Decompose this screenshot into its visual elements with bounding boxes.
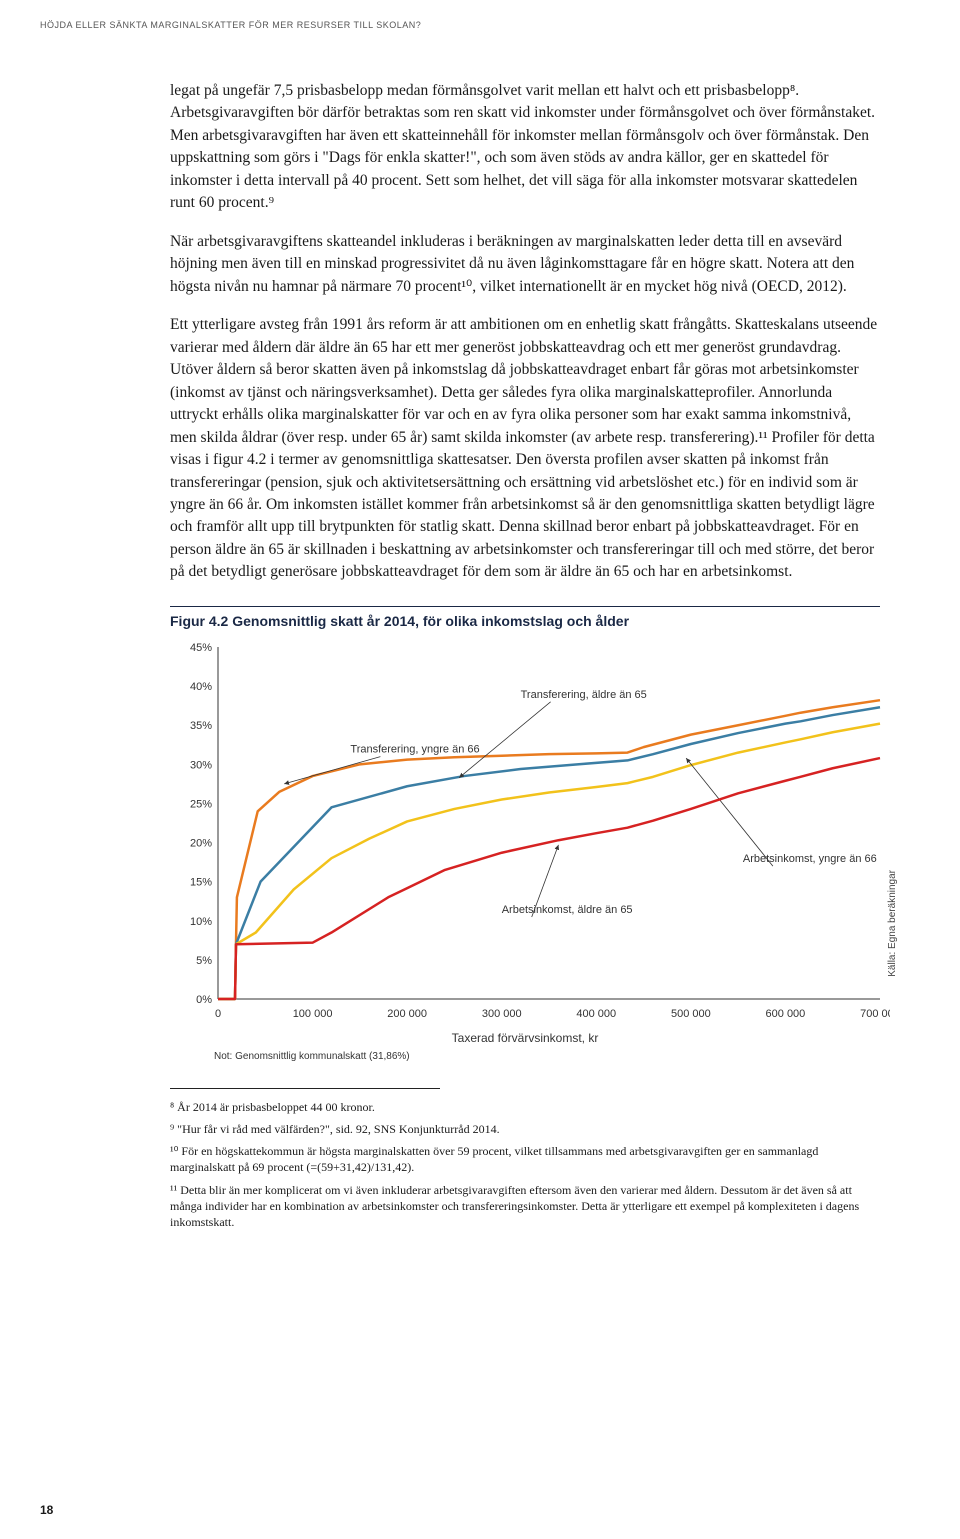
svg-text:0%: 0%: [196, 994, 212, 1006]
svg-text:15%: 15%: [190, 877, 212, 889]
page-number: 18: [40, 1503, 53, 1517]
main-content: legat på ungefär 7,5 prisbasbelopp medan…: [0, 30, 960, 1230]
svg-text:10%: 10%: [190, 916, 212, 928]
svg-text:100 000: 100 000: [293, 1008, 333, 1020]
running-header: HÖJDA ELLER SÄNKTA MARGINALSKATTER FÖR M…: [0, 0, 960, 30]
svg-text:200 000: 200 000: [387, 1008, 427, 1020]
paragraph-3: Ett ytterligare avsteg från 1991 års ref…: [170, 314, 880, 584]
svg-text:Transferering, yngre än 66: Transferering, yngre än 66: [350, 743, 479, 755]
footnote-10: ¹⁰ För en högskattekommun är högsta marg…: [170, 1143, 880, 1175]
figure-4-2-chart: 0% 5% 10% 15% 20% 25% 30% 35% 40% 45% 0 100 000 200 …: [170, 637, 880, 1027]
footnote-8: ⁸ År 2014 är prisbasbeloppet 44 00 krono…: [170, 1099, 880, 1115]
svg-text:30%: 30%: [190, 759, 212, 771]
chart-source: Källa: Egna beräkningar: [887, 870, 898, 977]
footnote-9: ⁹ "Hur får vi råd med välfärden?", sid. …: [170, 1121, 880, 1137]
svg-text:Arbetsinkomst, yngre än 66: Arbetsinkomst, yngre än 66: [743, 853, 877, 865]
svg-text:Arbetsinkomst, äldre än 65: Arbetsinkomst, äldre än 65: [502, 904, 633, 916]
svg-text:35%: 35%: [190, 720, 212, 732]
footnote-11: ¹¹ Detta blir än mer komplicerat om vi ä…: [170, 1182, 880, 1231]
svg-text:400 000: 400 000: [576, 1008, 616, 1020]
svg-text:600 000: 600 000: [766, 1008, 806, 1020]
svg-text:25%: 25%: [190, 798, 212, 810]
svg-text:Transferering, äldre än 65: Transferering, äldre än 65: [521, 689, 647, 701]
footnotes: ⁸ År 2014 är prisbasbeloppet 44 00 krono…: [170, 1099, 880, 1230]
svg-text:500 000: 500 000: [671, 1008, 711, 1020]
paragraph-1: legat på ungefär 7,5 prisbasbelopp medan…: [170, 80, 880, 215]
footnote-rule: [170, 1088, 440, 1099]
chart-note: Not: Genomsnittlig kommunalskatt (31,86%…: [170, 1051, 880, 1062]
svg-text:45%: 45%: [190, 642, 212, 654]
paragraph-2: När arbetsgivaravgiftens skatteandel ink…: [170, 231, 880, 298]
svg-text:300 000: 300 000: [482, 1008, 522, 1020]
svg-text:40%: 40%: [190, 681, 212, 693]
svg-text:700 000: 700 000: [860, 1008, 890, 1020]
svg-text:20%: 20%: [190, 837, 212, 849]
svg-text:0: 0: [215, 1008, 221, 1020]
svg-text:5%: 5%: [196, 955, 212, 967]
figure-title: Figur 4.2 Genomsnittlig skatt år 2014, f…: [170, 606, 880, 629]
chart-xlabel: Taxerad förvärvsinkomst, kr: [170, 1031, 880, 1045]
